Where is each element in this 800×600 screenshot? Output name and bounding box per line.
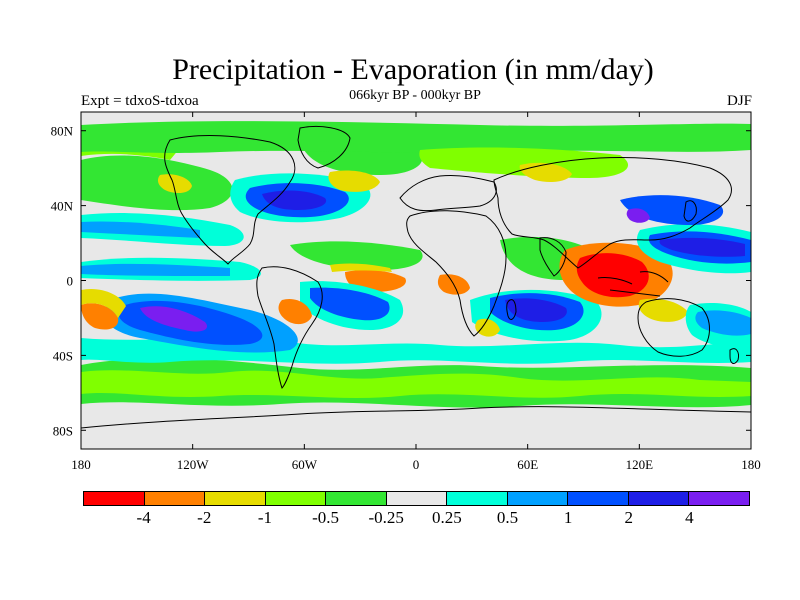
europe-outline bbox=[399, 175, 497, 212]
y-tick-label: 40N bbox=[51, 199, 74, 214]
brazil-orange bbox=[278, 298, 312, 325]
north-australia-yellow bbox=[638, 298, 688, 322]
colorbar-label: -4 bbox=[136, 508, 151, 527]
new-zealand-outline bbox=[729, 348, 739, 364]
x-tick-label: 180 bbox=[741, 457, 761, 472]
southwest-indian-darkblue bbox=[505, 298, 567, 322]
colorbar-swatch bbox=[205, 492, 266, 505]
colorbar-swatch bbox=[447, 492, 508, 505]
map-subtitle: 066kyr BP - 000kyr BP bbox=[349, 88, 481, 103]
southeast-pacific-orange bbox=[81, 303, 119, 330]
japan-outline bbox=[683, 200, 697, 222]
y-tick-label: 80S bbox=[53, 423, 73, 438]
east-pacific-blue bbox=[81, 221, 200, 238]
indonesia-outline bbox=[597, 271, 669, 297]
colorbar-label: -0.5 bbox=[312, 508, 339, 527]
colorbar-swatch bbox=[689, 492, 750, 505]
antarctica-outline bbox=[81, 406, 751, 429]
australia-outline bbox=[637, 298, 710, 357]
colorbar-swatch bbox=[507, 492, 569, 505]
x-tick-label: 180 bbox=[71, 457, 91, 472]
y-tick-label: 40S bbox=[53, 348, 73, 363]
colorbar bbox=[83, 491, 750, 506]
colorbar-swatch bbox=[84, 492, 145, 505]
x-axis: 180 120W 60W 0 60E 120E 180 bbox=[71, 112, 761, 472]
northwest-pacific-purple bbox=[626, 208, 650, 223]
colorbar-label: -0.25 bbox=[368, 508, 404, 527]
south-pacific-purple bbox=[140, 306, 208, 332]
south-atlantic-blue bbox=[310, 287, 390, 321]
colorbar-label: 4 bbox=[685, 508, 694, 527]
equatorial-pacific-blue bbox=[81, 263, 230, 276]
colorbar-swatch bbox=[628, 492, 690, 505]
colorbar-swatch bbox=[326, 492, 387, 505]
colorbar-swatch bbox=[568, 492, 629, 505]
colorbar-swatch bbox=[144, 492, 206, 505]
y-tick-label: 80N bbox=[51, 124, 74, 139]
north-pacific-green bbox=[81, 155, 233, 211]
colorbar-swatch bbox=[386, 492, 448, 505]
map-area bbox=[81, 112, 751, 449]
siberia-green bbox=[419, 147, 629, 178]
colorbar-label: 0.5 bbox=[496, 508, 519, 527]
north-america-outline bbox=[164, 135, 296, 265]
north-pacific-yellow bbox=[157, 174, 192, 194]
colorbar-label: 1 bbox=[563, 508, 573, 527]
asia-outline bbox=[493, 156, 732, 269]
coastlines bbox=[81, 125, 751, 429]
south-america-outline bbox=[256, 266, 323, 389]
north-atlantic-yellow bbox=[328, 170, 380, 192]
south-africa-yellow bbox=[475, 318, 500, 337]
y-tick-label: 0 bbox=[67, 274, 74, 289]
arctic-green bbox=[81, 121, 751, 154]
colorbar-swatch bbox=[265, 492, 327, 505]
x-tick-label: 0 bbox=[413, 457, 420, 472]
tropical-atlantic-green bbox=[290, 241, 423, 270]
colorbar-label: -1 bbox=[257, 508, 272, 527]
season-label: DJF bbox=[726, 93, 752, 109]
x-tick-label: 60W bbox=[292, 457, 318, 472]
x-tick-label: 120W bbox=[177, 457, 210, 472]
experiment-label: Expt = tdxoS-tdxoa bbox=[81, 93, 199, 109]
madagascar-outline bbox=[506, 299, 517, 320]
map-title: Precipitation - Evaporation (in mm/day) bbox=[172, 53, 654, 86]
colorbar-label: 2 bbox=[624, 508, 633, 527]
west-pacific-darkblue bbox=[659, 237, 745, 257]
southern-ocean-lightgreen-band bbox=[81, 370, 751, 398]
india-outline bbox=[539, 237, 567, 277]
equatorial-atlantic-yellow bbox=[330, 263, 392, 272]
x-tick-label: 60E bbox=[517, 457, 538, 472]
africa-outline bbox=[406, 210, 507, 337]
southeast-pacific-yellow bbox=[81, 288, 126, 318]
north-atlantic-darkblue bbox=[262, 190, 327, 210]
y-axis: 80N 40N 0 40S 80S bbox=[51, 124, 751, 438]
maritime-continent-red bbox=[576, 253, 649, 298]
x-tick-label: 120E bbox=[626, 457, 654, 472]
colorbar-label: -2 bbox=[197, 508, 212, 527]
greenland-outline bbox=[297, 125, 351, 169]
colorbar-label: 0.25 bbox=[431, 508, 462, 527]
